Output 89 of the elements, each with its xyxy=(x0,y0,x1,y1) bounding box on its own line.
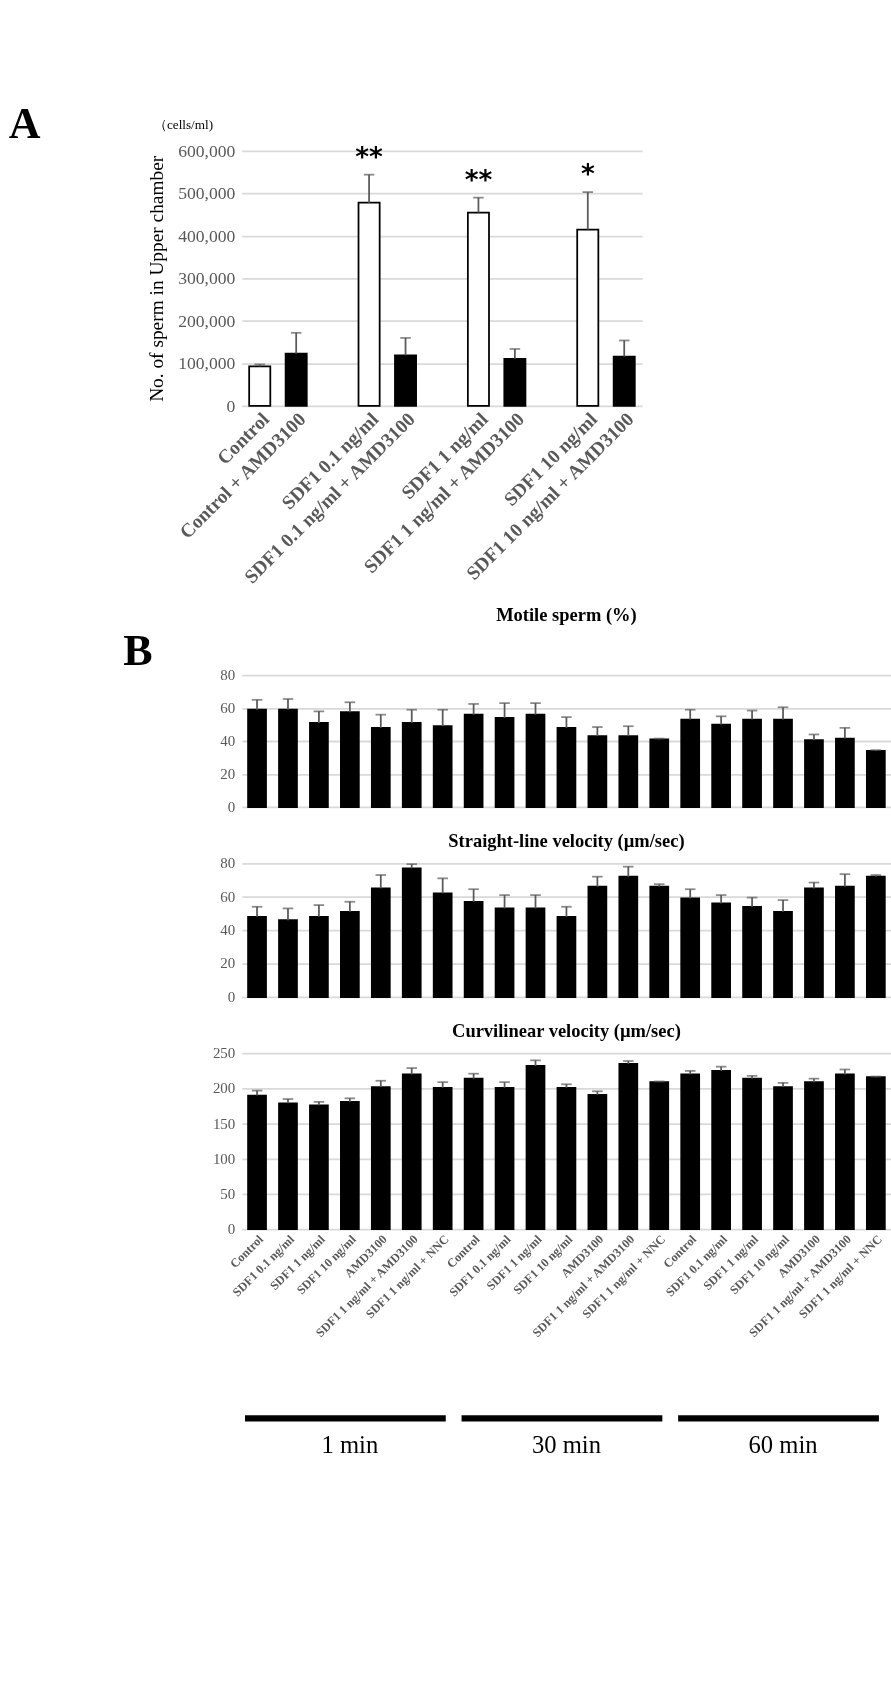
chart-title: Straight-line velocity (µm/sec) xyxy=(448,830,685,852)
text: B xyxy=(123,625,153,675)
bar xyxy=(247,915,267,998)
y-tick-label: 0 xyxy=(226,395,236,416)
bar xyxy=(556,915,577,998)
y-tick-label: 0 xyxy=(227,798,236,815)
bar xyxy=(835,737,855,808)
bar xyxy=(370,887,391,998)
bar xyxy=(865,1076,886,1231)
bar xyxy=(278,919,298,998)
bar xyxy=(649,1081,670,1231)
bar xyxy=(649,885,670,998)
bar xyxy=(309,915,329,998)
bar xyxy=(340,1100,360,1231)
bar xyxy=(556,1086,577,1231)
annotation: ** xyxy=(355,141,384,172)
y-tick-label: 100,000 xyxy=(178,353,236,374)
chart-title: Curvilinear velocity (µm/sec) xyxy=(452,1020,681,1042)
bar xyxy=(742,718,762,808)
bar xyxy=(618,875,639,998)
y-tick-label: 400,000 xyxy=(178,225,236,246)
y-tick-label: 200 xyxy=(212,1080,236,1097)
bar xyxy=(432,1086,453,1231)
y-tick-label: 80 xyxy=(220,666,236,683)
y-tick-label: 250 xyxy=(212,1045,236,1062)
bar xyxy=(742,1077,762,1231)
bar xyxy=(432,892,453,998)
bar xyxy=(587,735,608,808)
bar xyxy=(494,717,515,808)
chart-title: Motile sperm (%) xyxy=(496,604,637,626)
bar xyxy=(618,735,639,808)
y-tick-label: 300,000 xyxy=(178,268,236,289)
bar xyxy=(278,708,298,808)
bar xyxy=(494,1086,515,1231)
y-tick-label: 40 xyxy=(220,732,236,749)
text: 1 min xyxy=(321,1430,379,1458)
bar xyxy=(618,1062,639,1231)
bar xyxy=(556,726,577,808)
bar xyxy=(525,907,546,998)
bar xyxy=(865,750,886,808)
y-tick-label: 80 xyxy=(220,855,236,872)
text: 60 min xyxy=(748,1430,818,1458)
y-tick-label: 100 xyxy=(212,1150,236,1167)
annotation: ** xyxy=(464,164,493,195)
text: （cells/ml) xyxy=(153,116,214,132)
y-tick-label: 500,000 xyxy=(178,183,236,204)
bar xyxy=(494,907,515,998)
y-tick-label: 20 xyxy=(220,765,236,782)
y-tick-label: 600,000 xyxy=(178,140,236,161)
y-tick-label: 50 xyxy=(220,1185,236,1202)
bar xyxy=(742,905,762,998)
bar xyxy=(587,1093,608,1231)
bar xyxy=(804,887,824,998)
bar xyxy=(649,738,670,808)
bar xyxy=(587,885,608,998)
bar xyxy=(370,1086,391,1231)
y-tick-label: 40 xyxy=(220,922,236,938)
bar xyxy=(247,708,267,808)
annotation: * xyxy=(580,159,595,190)
bar xyxy=(463,713,484,808)
y-tick-label: 150 xyxy=(212,1115,236,1132)
y-tick-label: 60 xyxy=(220,888,236,905)
bar xyxy=(835,885,855,998)
bar xyxy=(432,725,453,808)
bar xyxy=(525,1065,546,1231)
bar xyxy=(370,726,391,808)
bar xyxy=(773,910,793,998)
bar xyxy=(463,900,484,998)
text: A xyxy=(8,98,41,148)
bar xyxy=(525,713,546,808)
bar xyxy=(680,718,701,808)
bar xyxy=(340,910,360,998)
bar xyxy=(773,718,793,808)
bar xyxy=(865,875,886,998)
bar xyxy=(401,722,422,808)
y-tick-label: 60 xyxy=(220,699,236,716)
bar xyxy=(680,897,701,998)
bar xyxy=(340,711,360,808)
y-tick-label: 0 xyxy=(227,1221,236,1238)
bar xyxy=(711,902,731,998)
y-tick-label: 200,000 xyxy=(178,310,236,331)
bar xyxy=(804,739,824,808)
y-tick-label: 0 xyxy=(227,988,236,1005)
bar xyxy=(401,1073,422,1231)
bar xyxy=(711,723,731,808)
y-tick-label: 20 xyxy=(220,955,236,972)
text: 30 min xyxy=(531,1430,601,1458)
bar xyxy=(309,722,329,808)
y-axis-title: No. of sperm in Upper chamber xyxy=(146,155,168,402)
